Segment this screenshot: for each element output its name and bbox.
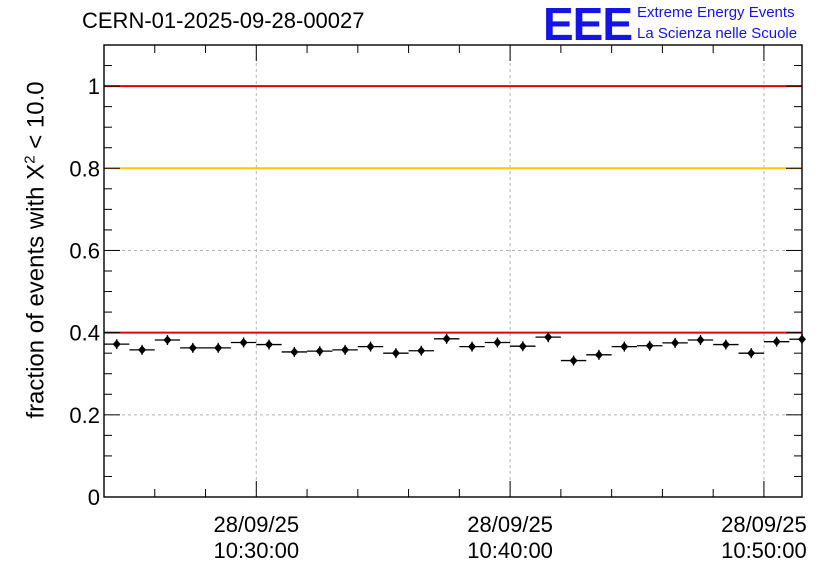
x-tick-label-date: 28/09/25: [213, 512, 299, 537]
y-tick-label: 0.2: [69, 403, 100, 428]
page-title: CERN-01-2025-09-28-00027: [82, 8, 365, 33]
y-tick-label: 0.8: [69, 156, 100, 181]
data-point: [645, 341, 654, 351]
data-point: [138, 345, 147, 355]
data-points: [104, 332, 806, 366]
reference-lines: [104, 85, 802, 334]
x-tick-label-time: 10:50:00: [721, 538, 807, 563]
y-tick-label: 0: [88, 485, 100, 510]
data-point: [772, 337, 781, 347]
data-point: [341, 345, 350, 355]
y-axis-label-main: fraction of events with X: [22, 163, 50, 419]
y-axis-label: fraction of events with X2 < 10.0: [22, 81, 51, 418]
data-point: [721, 340, 730, 350]
data-point: [188, 343, 197, 353]
data-point: [493, 337, 502, 347]
data-point: [112, 339, 121, 349]
data-point: [417, 346, 426, 356]
x-tick-label-time: 10:30:00: [213, 538, 299, 563]
data-point: [518, 341, 527, 351]
x-tick-label-time: 10:40:00: [467, 538, 553, 563]
x-tick-label-date: 28/09/25: [721, 512, 807, 537]
data-point: [214, 343, 223, 353]
data-point: [696, 335, 705, 345]
data-point: [391, 348, 400, 358]
y-axis-label-sup: 2: [21, 155, 39, 164]
data-point: [594, 350, 603, 360]
data-point: [315, 346, 324, 356]
logo-subtitle-1: Extreme Energy Events: [637, 4, 795, 21]
y-tick-label: 0.6: [69, 238, 100, 263]
data-point: [366, 342, 375, 352]
data-point: [239, 337, 248, 347]
grid-lines: [104, 45, 802, 497]
plot-frame: [103, 44, 803, 498]
y-tick-label: 0.4: [69, 321, 100, 346]
data-point: [264, 340, 273, 350]
data-point: [544, 332, 553, 342]
data-point: [163, 335, 172, 345]
data-point: [290, 347, 299, 357]
eee-logo: EEE: [543, 0, 633, 50]
data-point: [569, 356, 578, 366]
data-point: [747, 348, 756, 358]
data-point: [468, 342, 477, 352]
axis-ticks: 00.20.40.60.8128/09/2510:30:0028/09/2510…: [69, 44, 807, 563]
logo-subtitle-2: La Scienza nelle Scuole: [637, 25, 798, 42]
x-tick-label-date: 28/09/25: [467, 512, 553, 537]
y-axis-label-tail: < 10.0: [22, 81, 50, 156]
data-point: [671, 338, 680, 348]
y-tick-label: 1: [88, 74, 100, 99]
data-point: [442, 334, 451, 344]
data-point: [620, 342, 629, 352]
